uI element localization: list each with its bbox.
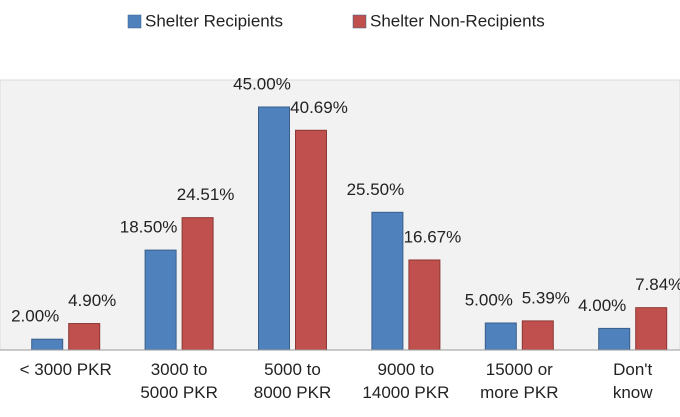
data-label: 2.00% (11, 307, 59, 326)
data-label: 7.84% (635, 275, 680, 294)
bar (68, 323, 101, 351)
data-label: 45.00% (233, 74, 291, 93)
legend-label: Shelter Non-Recipients (370, 11, 545, 30)
bar (295, 129, 327, 351)
x-tick-label: Don't know (612, 360, 653, 402)
data-label: 18.50% (120, 218, 178, 237)
bar (31, 338, 64, 351)
data-label: 4.90% (68, 291, 116, 310)
x-tick-label: 3000 to 5000 PKR (140, 360, 218, 402)
x-tick-label: 5000 to 8000 PKR (253, 360, 332, 402)
bar (181, 217, 214, 351)
bar (371, 211, 404, 351)
x-tick-label: 15000 or more PKR (480, 360, 559, 402)
bar (521, 320, 554, 351)
legend-label: Shelter Recipients (145, 11, 283, 30)
data-label: 24.51% (177, 185, 235, 204)
bar (484, 322, 517, 351)
data-label: 25.50% (347, 180, 405, 199)
x-tick-label: < 3000 PKR (19, 360, 112, 379)
bar (408, 259, 441, 351)
data-label: 40.69% (290, 98, 348, 117)
plot-area (0, 79, 680, 351)
bar (258, 106, 290, 351)
bar (598, 327, 631, 351)
x-tick-label: 9000 to 14000 PKR (362, 360, 450, 402)
data-label: 4.00% (578, 296, 626, 315)
data-label: 16.67% (404, 227, 462, 246)
legend-swatch (352, 14, 367, 29)
bar (144, 249, 177, 351)
legend-swatch (127, 14, 142, 29)
data-label: 5.39% (522, 288, 570, 307)
data-label: 5.00% (465, 290, 513, 309)
bar (635, 307, 668, 351)
